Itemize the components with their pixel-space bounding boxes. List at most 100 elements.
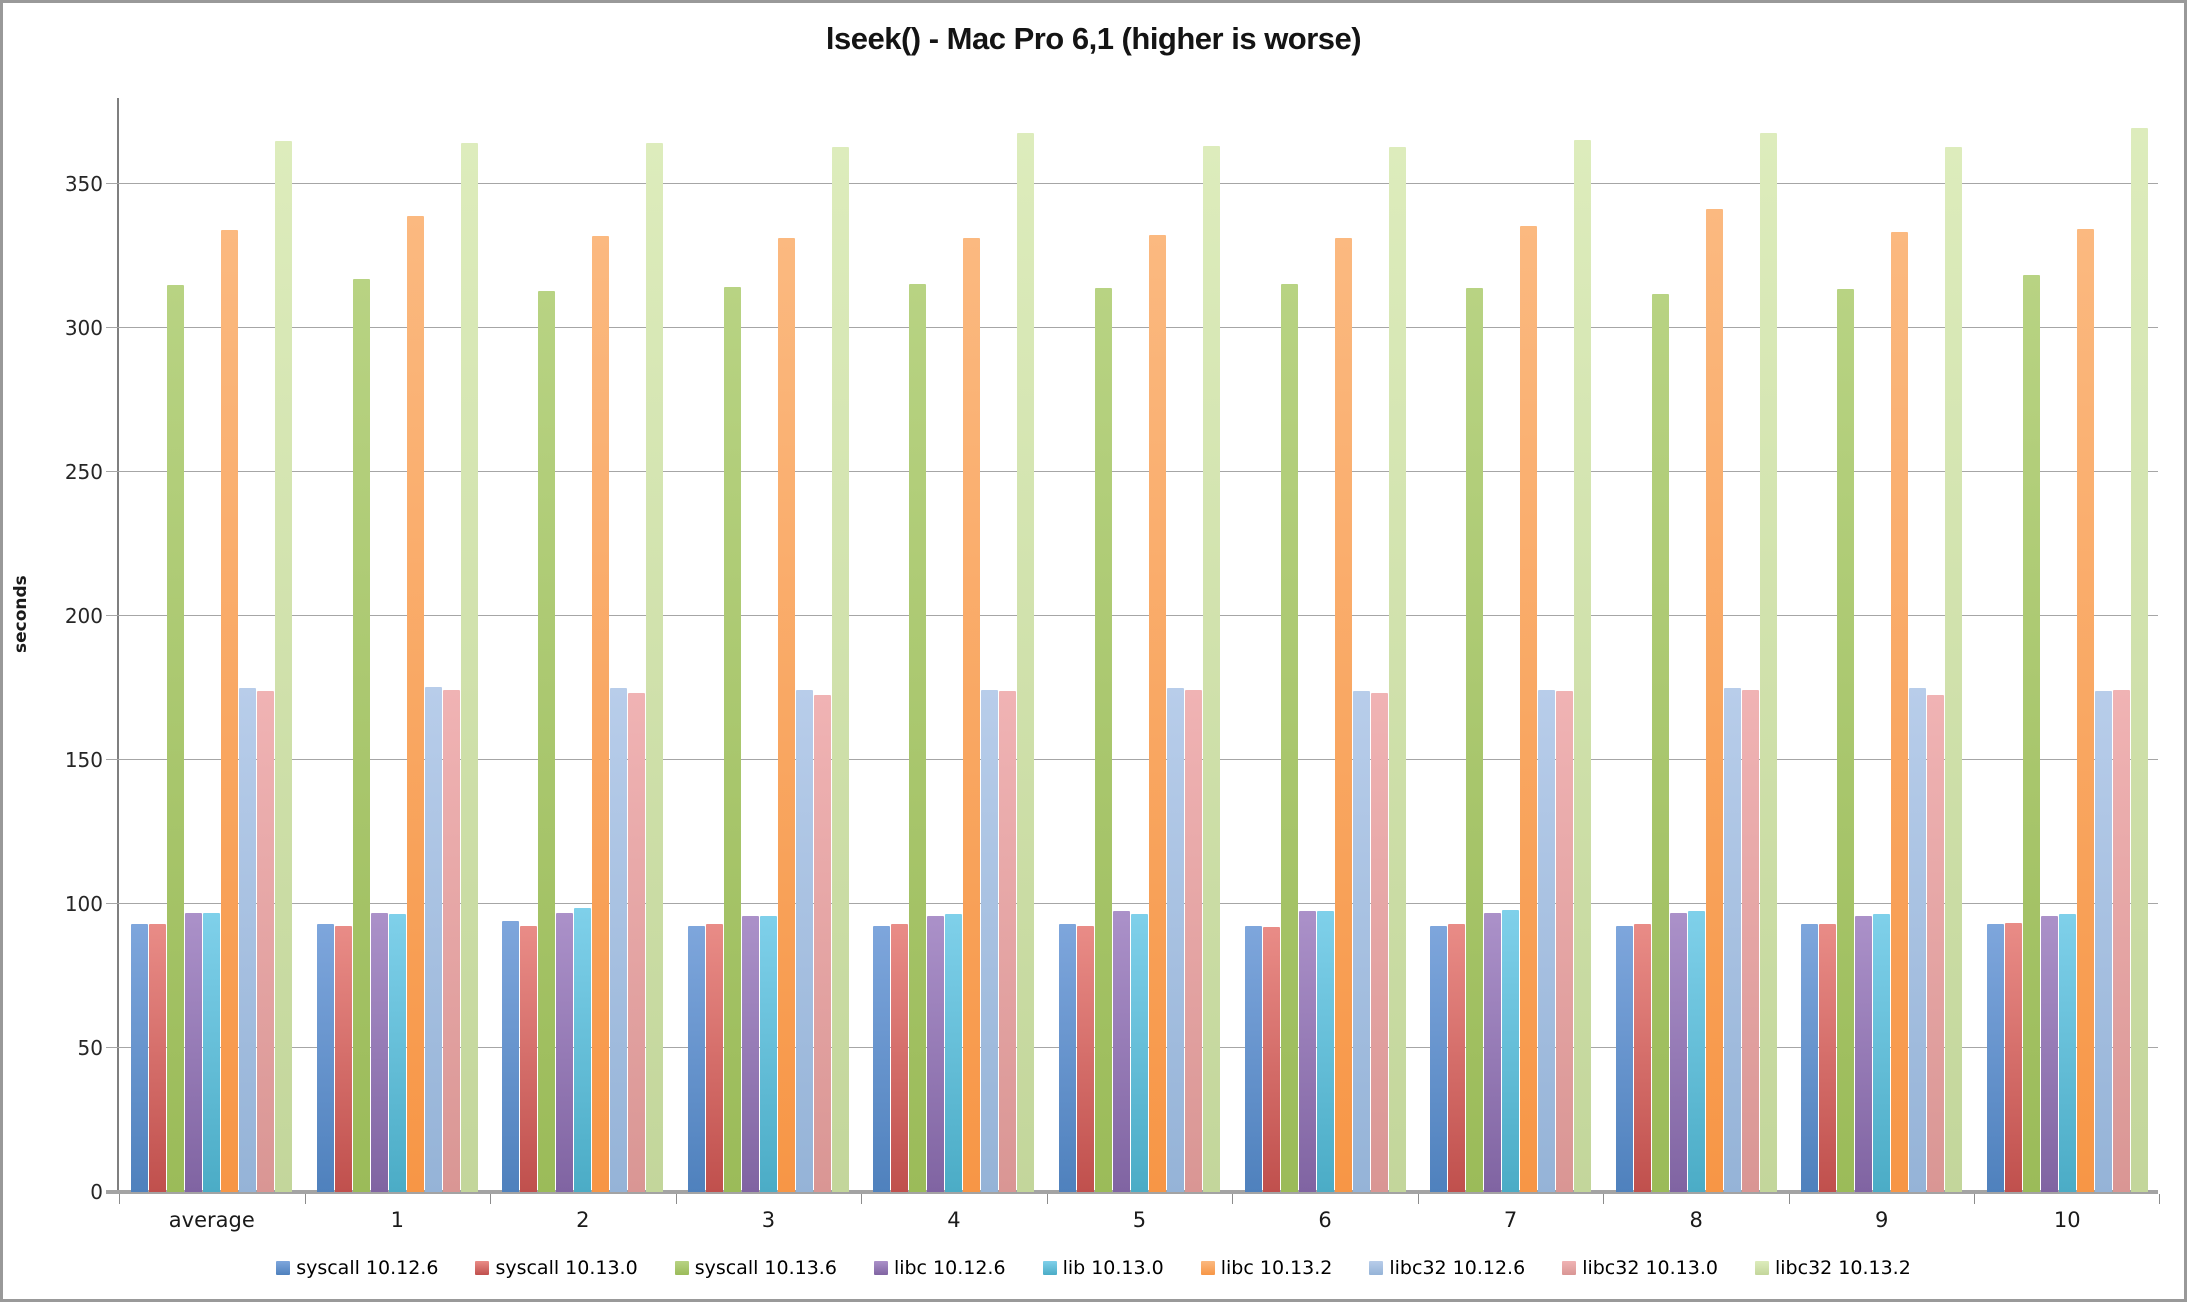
bar bbox=[370, 912, 388, 1192]
bar bbox=[628, 692, 646, 1192]
y-tick-label: 150 bbox=[64, 748, 103, 773]
bar bbox=[873, 925, 891, 1192]
legend-swatch-icon bbox=[475, 1261, 490, 1275]
axis-tick bbox=[2159, 1194, 2160, 1204]
bar bbox=[1651, 293, 1669, 1192]
bar-group bbox=[305, 98, 491, 1192]
legend-item: lib 10.13.0 bbox=[1042, 1257, 1164, 1279]
bar bbox=[1633, 924, 1651, 1192]
bar bbox=[1017, 132, 1035, 1192]
bar bbox=[1741, 689, 1759, 1192]
legend-item: syscall 10.13.0 bbox=[475, 1257, 638, 1279]
bar bbox=[1855, 915, 1873, 1192]
bar bbox=[2112, 689, 2130, 1192]
legend-swatch-icon bbox=[674, 1261, 689, 1275]
bar bbox=[741, 915, 759, 1192]
x-tick-label: 7 bbox=[1503, 1208, 1518, 1232]
bar bbox=[257, 691, 275, 1192]
bar bbox=[831, 146, 849, 1192]
bar-group bbox=[490, 98, 676, 1192]
bar bbox=[167, 285, 185, 1192]
bar bbox=[442, 689, 460, 1192]
bar-group bbox=[1047, 98, 1233, 1192]
bar bbox=[1909, 688, 1927, 1192]
gridline bbox=[106, 183, 2158, 185]
bar bbox=[1484, 912, 1502, 1192]
bar bbox=[891, 924, 909, 1192]
legend-swatch-icon bbox=[1369, 1261, 1384, 1275]
bar bbox=[538, 290, 556, 1192]
chart-title: lseek() - Mac Pro 6,1 (higher is worse) bbox=[825, 21, 1362, 56]
bar bbox=[574, 908, 592, 1192]
axis-tick bbox=[1974, 1194, 1976, 1204]
bar bbox=[1262, 927, 1280, 1192]
legend-label: libc32 10.13.0 bbox=[1582, 1257, 1718, 1279]
gridline bbox=[106, 471, 2158, 473]
bar bbox=[1723, 688, 1741, 1192]
x-tick-label: 4 bbox=[947, 1208, 961, 1232]
bar bbox=[1705, 208, 1723, 1192]
bar bbox=[424, 686, 442, 1192]
bar bbox=[963, 237, 981, 1192]
bar bbox=[406, 216, 424, 1192]
bar-group bbox=[676, 98, 862, 1192]
legend-item: libc32 10.12.6 bbox=[1369, 1257, 1525, 1279]
x-tick-label: 2 bbox=[576, 1208, 590, 1232]
legend-label: lib 10.13.0 bbox=[1062, 1257, 1164, 1279]
bar bbox=[1837, 289, 1855, 1192]
x-tick-label: 10 bbox=[2053, 1208, 2081, 1232]
bar bbox=[1759, 132, 1777, 1192]
legend-label: libc 10.12.6 bbox=[893, 1257, 1006, 1279]
bar bbox=[131, 924, 149, 1192]
bar bbox=[149, 924, 167, 1192]
bar bbox=[1352, 691, 1370, 1192]
bar bbox=[221, 230, 239, 1192]
bar bbox=[1873, 914, 1891, 1192]
bar bbox=[1466, 288, 1484, 1192]
bar bbox=[759, 915, 777, 1192]
bar-group bbox=[1418, 98, 1604, 1192]
bar bbox=[1094, 288, 1112, 1192]
bar-group bbox=[1789, 98, 1975, 1192]
bar-group bbox=[1232, 98, 1418, 1192]
bar bbox=[1687, 911, 1705, 1192]
y-tick-label: 100 bbox=[64, 892, 103, 917]
axis-tick bbox=[490, 1194, 492, 1204]
y-tick-label: 350 bbox=[64, 172, 103, 197]
y-tick-label: 250 bbox=[64, 460, 103, 485]
bar bbox=[556, 912, 574, 1192]
bar bbox=[1927, 695, 1945, 1192]
bar bbox=[1370, 692, 1388, 1192]
y-tick-label: 0 bbox=[90, 1180, 103, 1204]
bar bbox=[1538, 689, 1556, 1192]
bar-group bbox=[119, 98, 305, 1192]
bar bbox=[1891, 231, 1909, 1192]
legend-label: syscall 10.13.0 bbox=[495, 1257, 638, 1279]
bar-group bbox=[1603, 98, 1789, 1192]
plot-area: average 1 2 3 4 5 6 7 8 9 10 bbox=[106, 98, 2160, 1232]
axis-tick bbox=[861, 1194, 863, 1204]
bar bbox=[502, 921, 520, 1192]
x-axis-line bbox=[106, 1190, 2158, 1194]
y-tick-label: 50 bbox=[77, 1036, 103, 1061]
bar bbox=[2094, 691, 2112, 1192]
x-tick-label: average bbox=[168, 1208, 255, 1232]
x-tick-label: 9 bbox=[1874, 1208, 1889, 1232]
bar bbox=[1502, 909, 1520, 1192]
legend-swatch-icon bbox=[1562, 1261, 1577, 1275]
gridline bbox=[106, 759, 2158, 761]
bar bbox=[795, 689, 813, 1192]
bar bbox=[2040, 915, 2058, 1192]
legend-item: libc 10.12.6 bbox=[873, 1257, 1006, 1279]
bar bbox=[1112, 911, 1130, 1192]
legend-item: libc32 10.13.2 bbox=[1755, 1257, 1911, 1279]
gridline bbox=[106, 615, 2158, 617]
axis-tick bbox=[675, 1194, 677, 1204]
bar bbox=[813, 695, 831, 1192]
legend-swatch-icon bbox=[276, 1261, 291, 1275]
legend-swatch-icon bbox=[873, 1261, 888, 1275]
bar bbox=[1244, 925, 1262, 1192]
x-tick-label: 8 bbox=[1689, 1208, 1703, 1232]
bar bbox=[1202, 145, 1220, 1192]
